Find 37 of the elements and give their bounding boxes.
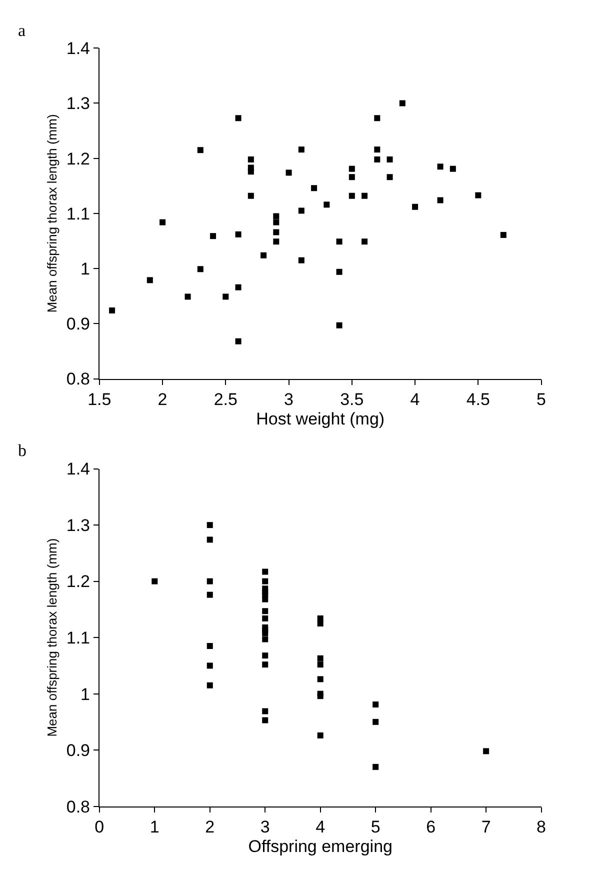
- y-tick-label: 0.8: [66, 370, 90, 389]
- x-tick-label: 3: [284, 390, 294, 410]
- x-tick-label: 2: [158, 390, 168, 410]
- y-tick-label: 0.9: [66, 741, 90, 760]
- y-axis-title: Mean offspring thorax length (mm): [44, 538, 60, 737]
- x-tick-label: 0: [94, 818, 104, 837]
- y-tick-label: 1.3: [66, 516, 90, 535]
- y-tick-label: 1: [80, 684, 90, 704]
- x-tick-label: 8: [536, 818, 546, 837]
- x-tick-label: 2: [205, 818, 215, 837]
- y-tick-label: 1.4: [66, 460, 90, 479]
- y-tick-label: 1.3: [66, 94, 90, 114]
- y-tick-label: 0.9: [66, 314, 90, 334]
- y-tick-label: 1.1: [66, 628, 90, 648]
- y-tick-label: 1.1: [66, 204, 90, 224]
- x-tick-label: 4: [410, 390, 420, 410]
- text: b: [18, 441, 26, 460]
- x-axis-title: Host weight (mg): [256, 410, 385, 429]
- x-axis-title: Offspring emerging: [248, 837, 392, 856]
- y-tick-label: 0.8: [66, 797, 90, 816]
- text: a: [18, 21, 26, 40]
- x-tick-label: 4.5: [466, 390, 490, 410]
- y-tick-label: 1.4: [66, 39, 90, 58]
- x-tick-label: 6: [426, 818, 436, 837]
- x-tick-label: 3: [260, 818, 270, 837]
- x-tick-label: 5: [536, 390, 546, 410]
- x-tick-label: 1: [150, 818, 160, 837]
- y-tick-label: 1.2: [66, 572, 90, 592]
- x-tick-label: 4: [316, 818, 326, 837]
- x-tick-label: 1.5: [88, 390, 112, 410]
- x-tick-label: 7: [481, 818, 491, 837]
- y-axis-title: Mean offspring thorax length (mm): [44, 114, 60, 313]
- y-tick-label: 1.2: [66, 149, 90, 168]
- x-tick-label: 5: [370, 818, 380, 837]
- x-tick-label: 2.5: [214, 390, 238, 410]
- x-tick-label: 3.5: [340, 390, 364, 410]
- y-tick-label: 1: [80, 260, 90, 279]
